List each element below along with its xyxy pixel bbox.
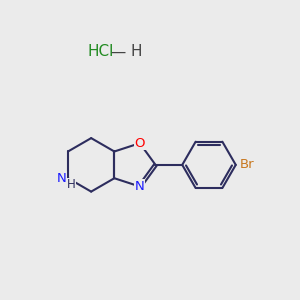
Text: HCl: HCl: [88, 44, 114, 59]
Text: O: O: [134, 137, 145, 150]
Text: H: H: [131, 44, 142, 59]
Text: —: —: [110, 44, 125, 59]
Text: N: N: [135, 180, 145, 193]
Text: H: H: [67, 178, 75, 191]
Text: Br: Br: [240, 158, 255, 171]
Text: N: N: [57, 172, 67, 185]
